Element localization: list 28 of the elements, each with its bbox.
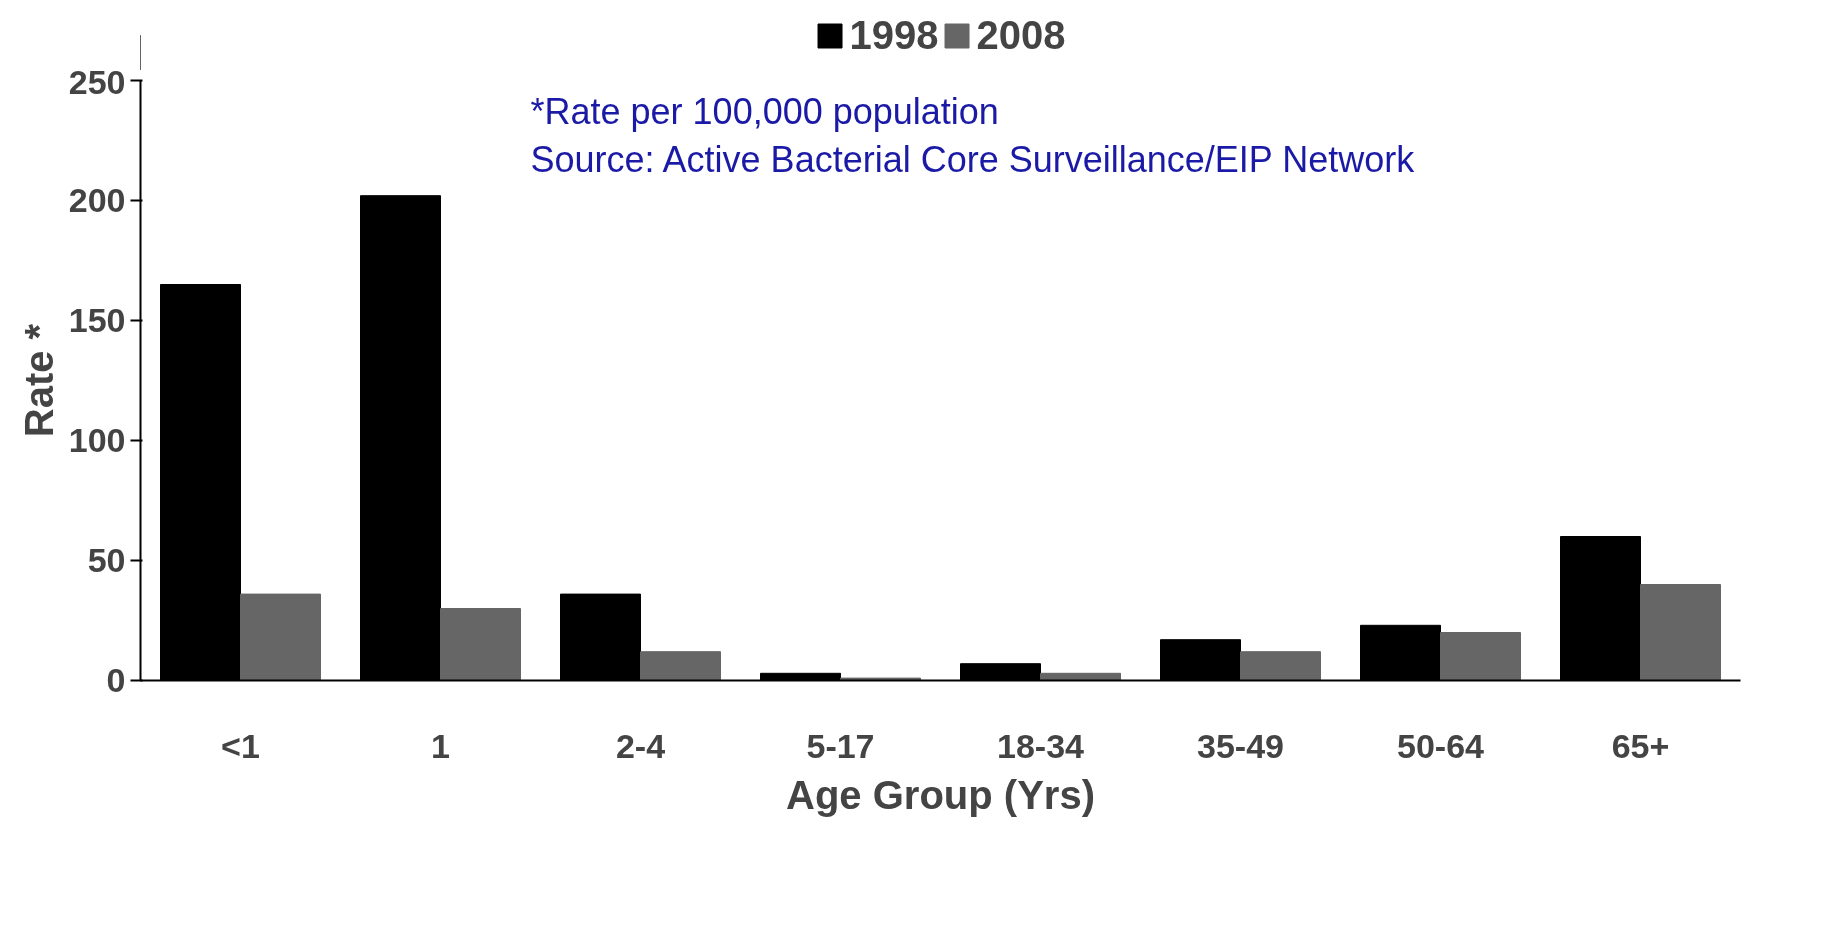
x-tick-label: 18-34 (997, 726, 1085, 765)
x-tick-label: 65+ (1611, 726, 1670, 765)
y-tick-label: 200 (68, 181, 126, 219)
x-tick-label: 2-4 (615, 726, 666, 765)
y-axis-title: Rate * (16, 323, 61, 438)
x-axis-title: Age Group (Yrs) (786, 772, 1095, 817)
y-tick-label: 0 (106, 661, 126, 699)
x-tick-label: <1 (221, 726, 260, 765)
x-tick-label: 35-49 (1197, 726, 1284, 765)
bar (640, 651, 721, 681)
bar (1240, 651, 1321, 681)
bar (240, 593, 321, 681)
y-tick-label: 150 (68, 301, 126, 339)
x-tick-label: 1 (431, 726, 450, 765)
y-tick-label: 100 (68, 421, 126, 459)
bar (840, 677, 921, 681)
bar (1440, 632, 1521, 681)
annotation: *Rate per 100,000 population (530, 90, 999, 132)
annotation: Source: Active Bacterial Core Surveillance/EIP Network (530, 138, 1416, 180)
bar (1640, 584, 1721, 681)
x-tick-label: 50-64 (1397, 726, 1485, 765)
y-tick-label: 250 (68, 62, 126, 101)
bar (440, 608, 521, 681)
legend-label: 2008 (976, 12, 1066, 58)
y-tick-label: 50 (87, 541, 126, 579)
legend-label: 1998 (849, 12, 939, 58)
x-tick-label: 5-17 (806, 726, 875, 765)
bar (1040, 672, 1121, 681)
